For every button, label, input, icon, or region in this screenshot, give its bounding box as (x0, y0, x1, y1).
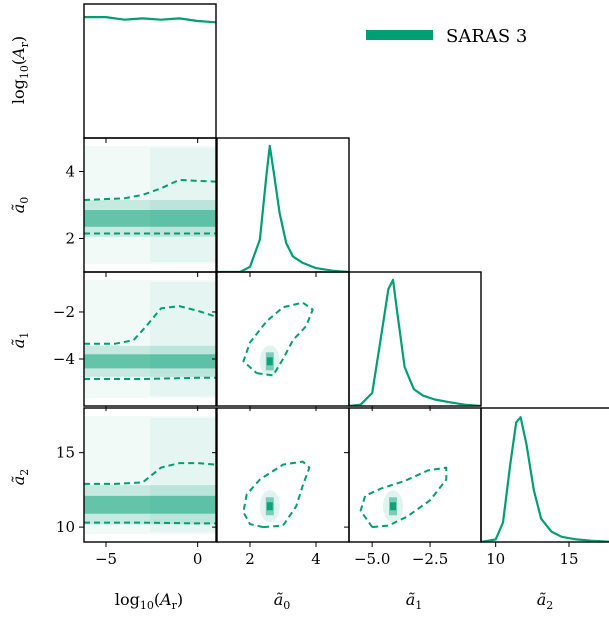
contour-line-0 (84, 178, 216, 201)
panel-frame-logAr-logAr (83, 3, 217, 139)
marginal-a0 (217, 144, 349, 272)
x-tick-label-a2-0: 10 (486, 550, 505, 568)
marginal-curve-logAr (84, 16, 216, 24)
marginal-a2 (481, 416, 609, 542)
axis-labels: log10(Ar) ã0 ã1 ã2 log10(Ar) ã0 ã1 ã2 (9, 36, 553, 612)
density-band-core (84, 354, 216, 369)
panel-frame-a1-a1 (348, 271, 482, 407)
y-tick-label-a0-0: 2 (65, 230, 75, 248)
panel-frame-a2-a0 (216, 407, 350, 543)
panel-frame-a2-a2 (480, 407, 609, 543)
contour-line-0 (84, 305, 216, 345)
y-axis-label-a0: ã0 (9, 197, 31, 214)
y-tick-label-a1-1: −2 (53, 303, 75, 321)
marginal-layer (84, 16, 609, 542)
contour-line-0 (359, 466, 448, 529)
contour-a2-a1 (359, 466, 448, 529)
tick-layer: −5 0 2 4 −5.0 −2.5 10 15 2 4 −4 −2 10 15 (53, 138, 579, 568)
legend-label: SARAS 3 (446, 26, 527, 47)
y-axis-label-a1: ã1 (9, 332, 31, 349)
y-tick-label-a2-1: 15 (56, 444, 75, 462)
density-haze-right (150, 148, 216, 262)
density-a2-a1 (383, 490, 403, 523)
density-peak-core (266, 357, 273, 366)
contour-layer (84, 178, 448, 529)
density-peak-core (266, 502, 273, 511)
y-axis-label-a2: ã2 (9, 469, 31, 486)
marginal-logAr (84, 16, 216, 24)
density-a2-logAr (84, 416, 216, 534)
density-peak-core (390, 502, 396, 511)
contour-a1-a0 (242, 301, 314, 377)
x-axis-label-a1: ã1 (406, 590, 423, 612)
y-axis-label-logAr: log10(Ar) (9, 36, 31, 104)
density-band-core (84, 210, 216, 227)
marginal-curve-a1 (349, 278, 481, 406)
density-a0-logAr (84, 146, 216, 264)
x-tick-label-logAr-1: 0 (193, 550, 203, 568)
x-tick-label-logAr-0: −5 (95, 550, 117, 568)
density-haze (84, 146, 216, 264)
contour-line-0 (84, 462, 216, 485)
contour-line-1 (84, 376, 216, 380)
contour-a2-logAr (84, 462, 216, 525)
panel-frame-a0-a0 (216, 137, 350, 273)
x-tick-label-a2-1: 15 (559, 550, 578, 568)
x-axis-label-a2: ã2 (537, 590, 554, 612)
density-a1-logAr (84, 280, 216, 398)
marginal-a1 (349, 278, 481, 406)
panel-frame-a2-a1 (348, 407, 482, 543)
x-axis-label-logAr: log10(Ar) (115, 590, 183, 612)
marginal-curve-a2 (481, 416, 609, 542)
x-axis-label-a0: ã0 (274, 590, 291, 612)
x-tick-label-a0-1: 4 (311, 550, 321, 568)
marginal-curve-a0 (217, 144, 349, 272)
y-tick-label-a0-1: 4 (65, 163, 75, 181)
frame-layer (83, 3, 609, 543)
contour-line-0 (242, 460, 311, 529)
x-tick-label-a1-0: −5.0 (354, 550, 390, 568)
contour-a0-logAr (84, 178, 216, 235)
legend: SARAS 3 (366, 26, 527, 47)
density-layer (84, 146, 403, 534)
contour-line-1 (84, 521, 216, 525)
density-a1-a0 (259, 345, 280, 378)
x-tick-label-a0-0: 2 (245, 550, 255, 568)
x-tick-label-a1-1: −2.5 (412, 550, 448, 568)
contour-a1-logAr (84, 305, 216, 380)
panel-frame-a2-logAr (83, 407, 217, 543)
y-tick-label-a1-0: −4 (53, 350, 75, 368)
panel-frame-a1-a0 (216, 271, 350, 407)
y-tick-label-a2-0: 10 (56, 518, 75, 536)
contour-line-0 (242, 301, 314, 377)
density-a2-a0 (259, 490, 280, 523)
density-band-core (84, 495, 216, 514)
panel-frame-a1-logAr (83, 271, 217, 407)
density-haze (84, 416, 216, 534)
contour-a2-a0 (242, 460, 311, 529)
legend-swatch (366, 30, 433, 40)
